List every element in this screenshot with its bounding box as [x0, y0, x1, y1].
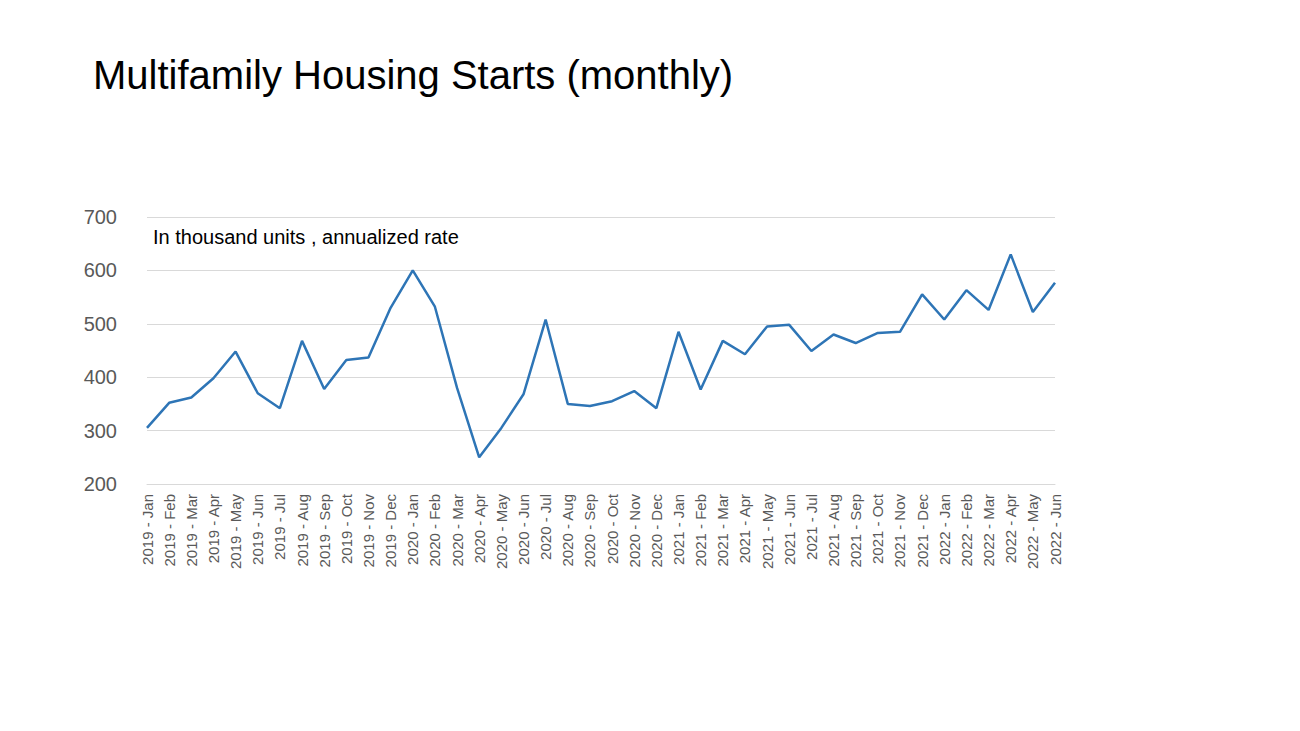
svg-text:300: 300 [84, 420, 117, 442]
svg-text:2019 - Jan: 2019 - Jan [139, 494, 156, 565]
svg-text:2021 - Dec: 2021 - Dec [914, 494, 931, 568]
svg-text:2019 - May: 2019 - May [227, 494, 244, 570]
svg-text:2021 - Jan: 2021 - Jan [670, 494, 687, 565]
svg-text:2019 - Mar: 2019 - Mar [183, 494, 200, 567]
svg-text:2021 - Aug: 2021 - Aug [825, 494, 842, 567]
svg-text:2020 - Mar: 2020 - Mar [449, 494, 466, 567]
svg-text:2019 - Dec: 2019 - Dec [382, 494, 399, 568]
svg-text:400: 400 [84, 366, 117, 388]
svg-text:2021 - Oct: 2021 - Oct [869, 493, 886, 564]
svg-text:2021 - Apr: 2021 - Apr [736, 494, 753, 563]
svg-text:2022 - Jun: 2022 - Jun [1047, 494, 1064, 565]
svg-text:2020 - Aug: 2020 - Aug [559, 494, 576, 567]
svg-text:2022 - Feb: 2022 - Feb [958, 494, 975, 567]
svg-text:2021 - Jul: 2021 - Jul [803, 494, 820, 560]
svg-text:2021 - Sep: 2021 - Sep [847, 494, 864, 567]
svg-text:2021 - Feb: 2021 - Feb [692, 494, 709, 567]
svg-text:2020 - Dec: 2020 - Dec [648, 494, 665, 568]
svg-text:2020 - Feb: 2020 - Feb [426, 494, 443, 567]
svg-text:2021 - May: 2021 - May [759, 494, 776, 570]
svg-text:2020 - Jan: 2020 - Jan [404, 494, 421, 565]
svg-text:2020 - Sep: 2020 - Sep [581, 494, 598, 567]
svg-text:500: 500 [84, 313, 117, 335]
svg-text:2019 - Sep: 2019 - Sep [316, 494, 333, 567]
svg-text:2020 - Jun: 2020 - Jun [515, 494, 532, 565]
svg-text:700: 700 [84, 206, 117, 228]
svg-text:In thousand units , annualized: In thousand units , annualized rate [153, 226, 459, 248]
svg-text:2020 - May: 2020 - May [493, 494, 510, 570]
svg-text:2019 - Feb: 2019 - Feb [161, 494, 178, 567]
svg-text:2021 - Mar: 2021 - Mar [714, 494, 731, 567]
svg-text:2019 - Nov: 2019 - Nov [360, 494, 377, 568]
svg-text:2022 - Jan: 2022 - Jan [936, 494, 953, 565]
svg-text:2022 - Mar: 2022 - Mar [980, 494, 997, 567]
svg-text:2019 - Apr: 2019 - Apr [205, 494, 222, 563]
svg-text:200: 200 [84, 473, 117, 495]
svg-text:2020 - Oct: 2020 - Oct [604, 493, 621, 564]
svg-text:Multifamily Housing Starts (mo: Multifamily Housing Starts (monthly) [93, 53, 733, 97]
svg-text:2020 - Jul: 2020 - Jul [537, 494, 554, 560]
svg-text:2021 - Jun: 2021 - Jun [781, 494, 798, 565]
svg-text:2019 - Oct: 2019 - Oct [338, 493, 355, 564]
svg-text:2020 - Apr: 2020 - Apr [471, 494, 488, 563]
svg-text:600: 600 [84, 259, 117, 281]
svg-text:2019 - Jul: 2019 - Jul [271, 494, 288, 560]
svg-text:2020 - Nov: 2020 - Nov [626, 494, 643, 568]
svg-text:2019 - Aug: 2019 - Aug [294, 494, 311, 567]
svg-text:2022 - Apr: 2022 - Apr [1002, 494, 1019, 563]
svg-text:2019 - Jun: 2019 - Jun [249, 494, 266, 565]
svg-text:2021 - Nov: 2021 - Nov [891, 494, 908, 568]
svg-text:2022 - May: 2022 - May [1024, 494, 1041, 570]
